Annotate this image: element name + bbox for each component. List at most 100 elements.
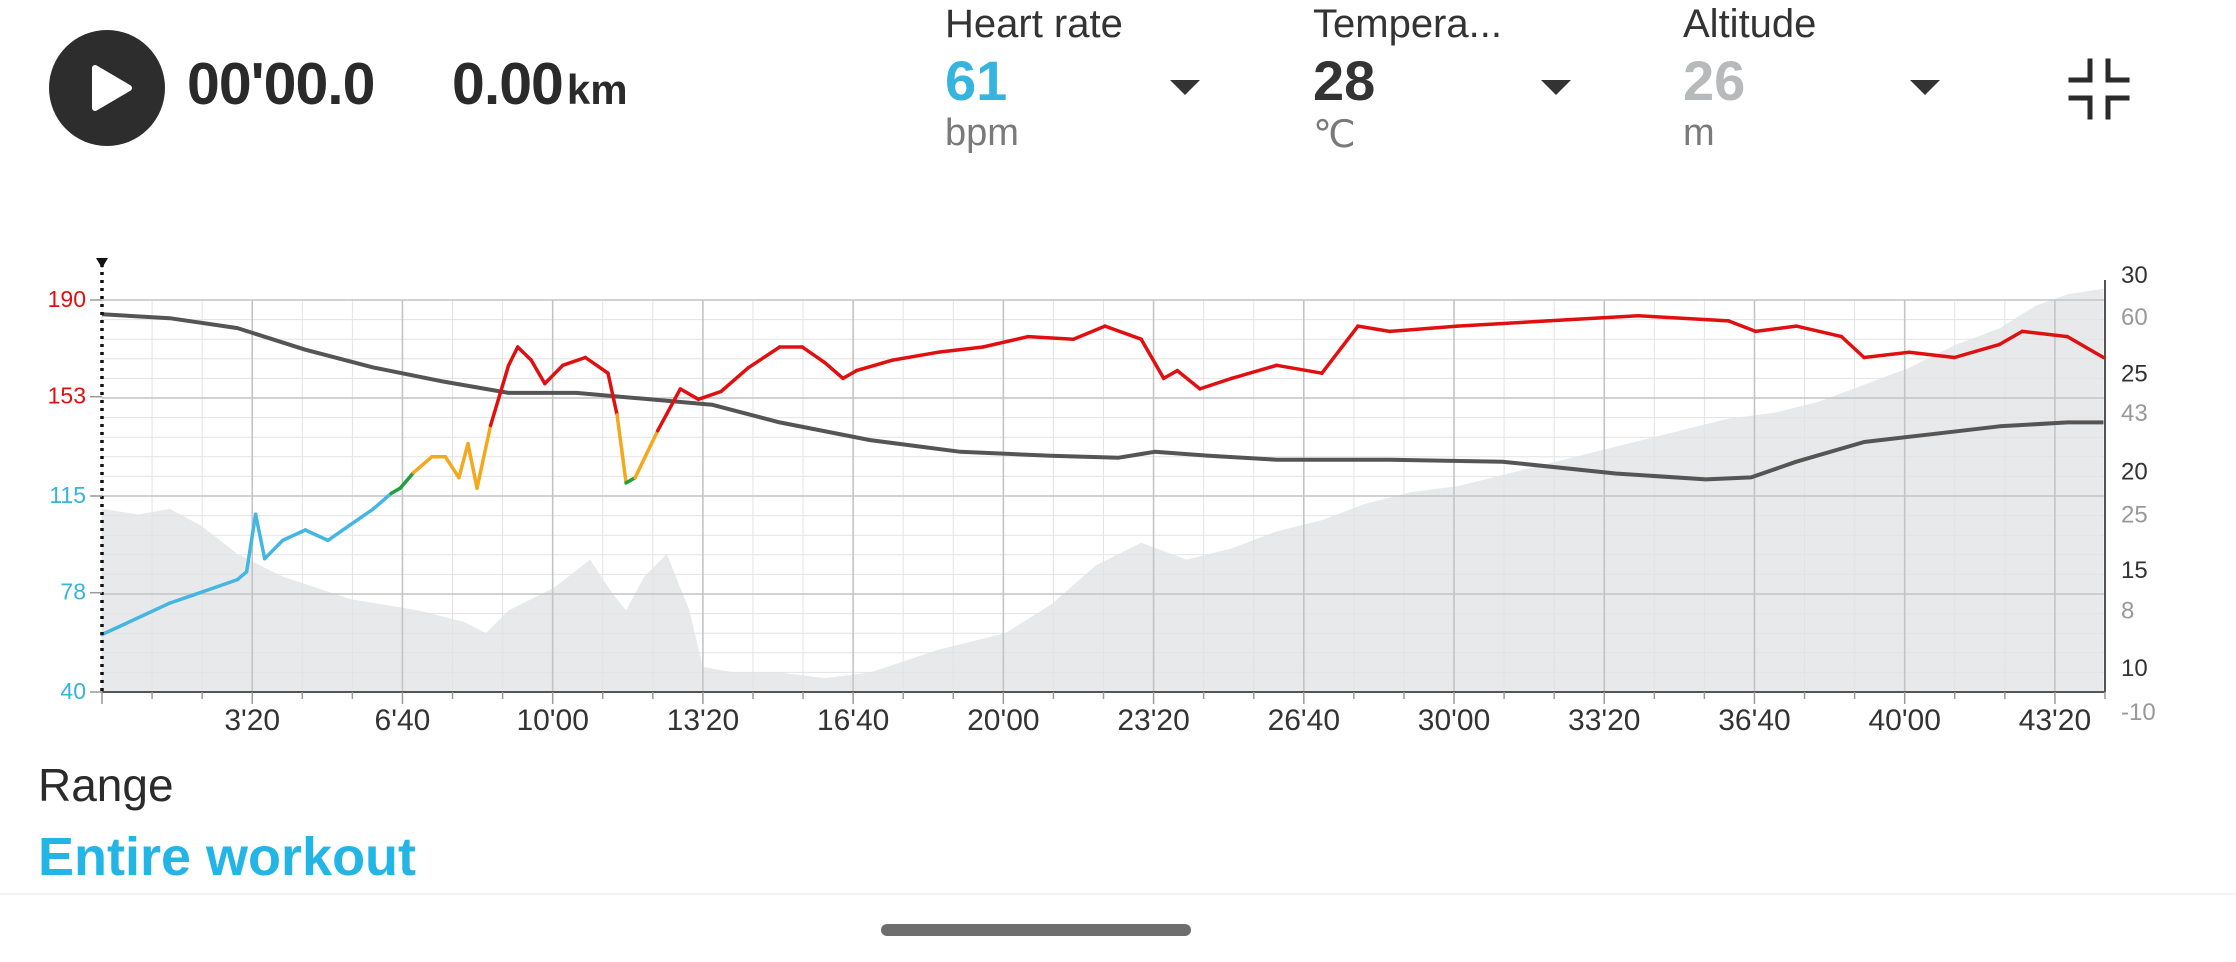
heart-rate-segment [326, 522, 353, 543]
elapsed-time: 00'00.0 [187, 51, 375, 117]
workout-chart[interactable]: 190 153 115 78 40 30 25 20 15 10 60 43 25 8 -10 3'20 6… [0, 250, 2236, 750]
heart-rate-segment [561, 355, 588, 368]
chevron-down-icon [1910, 80, 1940, 95]
heart-rate-segment [371, 491, 393, 511]
left-axis: 190 153 115 78 40 [48, 286, 102, 704]
collapse-button[interactable] [2068, 58, 2130, 120]
heart-rate-segment [583, 355, 610, 375]
x-tick-label: 20'00 [967, 704, 1039, 737]
x-tick-label: 23'20 [1117, 704, 1189, 737]
heart-rate-segment [145, 601, 172, 616]
heart-rate-segment [244, 512, 258, 574]
heart-rate-segment [168, 593, 195, 605]
right-tick-altitude: 25 [2121, 502, 2148, 529]
metric-unit: m [1683, 112, 1715, 154]
x-tick-label: 36'40 [1718, 704, 1790, 737]
x-tick-label: 6'40 [375, 704, 431, 737]
temperature-selector[interactable]: Tempera... 28 ℃ [1313, 0, 1643, 170]
playback-cursor[interactable] [96, 258, 108, 692]
heart-rate-segment [543, 363, 565, 386]
heart-rate-segment [2065, 334, 2106, 360]
heart-rate-segment [457, 441, 470, 480]
temperature-line [101, 312, 2104, 482]
home-indicator[interactable] [881, 924, 1191, 936]
heart-rate-segment [936, 345, 985, 355]
heart-rate-segment [1026, 334, 1076, 341]
range-selector[interactable]: Entire workout [38, 827, 417, 887]
heart-rate-segment [1161, 368, 1180, 381]
x-tick-label: 40'00 [1868, 704, 1940, 737]
heart-rate-segment [1839, 334, 1866, 360]
left-tick-label: 115 [49, 482, 86, 508]
cursor-handle-icon [96, 258, 108, 268]
heart-rate-segment [1320, 324, 1360, 375]
heart-rate-segment [1139, 337, 1166, 381]
heart-rate-segment [746, 345, 782, 370]
metric-value: 26 [1683, 49, 1746, 112]
heart-rate-segment [1103, 324, 1143, 341]
distance-unit: km [566, 66, 628, 113]
heart-rate-segment [100, 622, 127, 637]
x-tick-label: 10'00 [516, 704, 588, 737]
right-tick-altitude: 60 [2121, 304, 2148, 331]
x-tick-label: 26'40 [1268, 704, 1340, 737]
heart-rate-line [100, 313, 2106, 637]
play-button[interactable] [49, 30, 165, 146]
heart-rate-segment [1907, 350, 1957, 360]
heart-rate-segment [1198, 376, 1234, 391]
heart-rate-segment [235, 570, 249, 582]
heart-rate-segment [1753, 324, 1799, 334]
heart-rate-segment [615, 413, 628, 485]
heart-rate-segment [1636, 313, 1731, 323]
metric-value: 28 [1313, 49, 1376, 112]
heart-rate-segment [348, 507, 375, 527]
heart-rate-segment [1952, 342, 2002, 360]
x-tick-label: 43'20 [2019, 704, 2091, 737]
distance-value: 0.00 [452, 51, 564, 117]
heart-rate-segment [841, 368, 859, 381]
x-tick-label: 16'40 [817, 704, 889, 737]
heart-rate-segment [1229, 363, 1279, 381]
range-label: Range [38, 759, 174, 811]
chevron-down-icon [1170, 80, 1200, 95]
heart-rate-segment [1071, 324, 1107, 341]
left-tick-label: 153 [48, 383, 86, 409]
left-tick-label: 190 [48, 286, 86, 312]
heart-rate-segment [1997, 329, 2024, 347]
heart-rate-segment [488, 363, 511, 428]
right-tick-temperature: 30 [2121, 262, 2148, 289]
heart-rate-segment [1794, 324, 1844, 339]
heart-rate-segment [190, 585, 217, 598]
right-tick-temperature: 10 [2121, 655, 2148, 682]
metric-label: Altitude [1683, 2, 1817, 46]
heart-rate-segment [1726, 319, 1758, 334]
heart-rate-segment [2020, 329, 2070, 339]
heart-rate-segment [506, 345, 520, 368]
heart-rate-segment [529, 358, 547, 386]
heart-rate-segment [398, 470, 416, 490]
temperature-series [101, 312, 2104, 482]
divider [0, 893, 2236, 895]
heart-rate-segment [475, 423, 493, 490]
heart-rate-segment [1455, 319, 1550, 328]
heart-rate-selector[interactable]: Heart rate 61 bpm [945, 0, 1275, 170]
metric-unit: ℃ [1313, 114, 1356, 156]
right-tick-temperature: 25 [2121, 360, 2148, 387]
right-tick-temperature: 15 [2121, 557, 2148, 584]
metric-value: 61 [945, 49, 1008, 112]
chevron-down-icon [1541, 80, 1571, 95]
heart-rate-segment [515, 345, 533, 362]
right-tick-altitude: 8 [2121, 597, 2134, 624]
heart-rate-segment [678, 387, 701, 402]
heart-rate-segment [466, 441, 479, 490]
heart-rate-segment [800, 345, 827, 365]
x-axis: 3'20 6'40 10'00 13'20 16'40 20'00 23'20 26'40 30… [101, 692, 2106, 737]
right-tick-altitude: 43 [2121, 400, 2148, 427]
heart-rate-segment [981, 334, 1030, 349]
heart-rate-segment [1387, 324, 1460, 334]
heart-rate-segment [262, 538, 285, 561]
altitude-selector[interactable]: Altitude 26 m [1683, 0, 2013, 170]
x-tick-label: 3'20 [224, 704, 280, 737]
heart-rate-segment [122, 611, 149, 626]
heart-rate-segment [606, 371, 619, 417]
